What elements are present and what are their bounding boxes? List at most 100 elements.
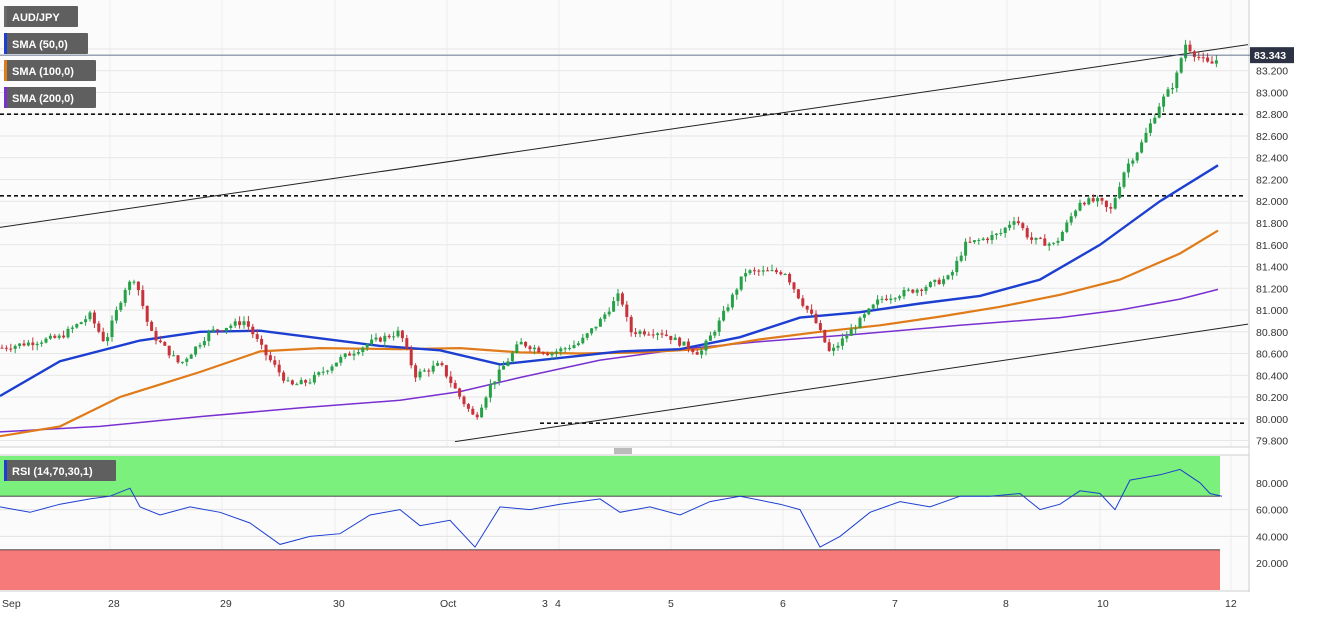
candle-body bbox=[31, 342, 35, 346]
candle-body bbox=[88, 312, 92, 320]
legend-box bbox=[4, 33, 88, 54]
legend-box bbox=[4, 60, 96, 81]
candle-body bbox=[986, 238, 990, 241]
last-price-badge bbox=[1250, 47, 1294, 64]
candle-body bbox=[629, 316, 633, 333]
candle-body bbox=[849, 329, 853, 336]
candle-body bbox=[1197, 56, 1201, 58]
candle-body bbox=[172, 355, 176, 357]
legend-label: SMA (200,0) bbox=[12, 93, 74, 105]
candle-body bbox=[1131, 160, 1135, 164]
candle-body bbox=[1109, 207, 1113, 209]
candle-body bbox=[70, 327, 74, 329]
price-tick-label: 80.000 bbox=[1256, 414, 1288, 426]
x-tick-label: 29 bbox=[220, 598, 232, 610]
candle-body bbox=[1140, 142, 1144, 153]
candle-body bbox=[251, 326, 255, 335]
candle-body bbox=[1166, 89, 1170, 97]
x-tick-label: 4 bbox=[555, 598, 561, 610]
candle-body bbox=[942, 279, 946, 285]
x-tick-label: 10 bbox=[1097, 598, 1109, 610]
candle-body bbox=[400, 330, 404, 339]
price-tick-label: 80.200 bbox=[1256, 392, 1288, 404]
candle-body bbox=[114, 310, 118, 321]
candle-body bbox=[994, 233, 998, 236]
price-tick-label: 79.800 bbox=[1256, 436, 1288, 448]
candle-body bbox=[1184, 44, 1188, 59]
candle-body bbox=[893, 298, 897, 300]
candle-body bbox=[502, 365, 506, 370]
candle-body bbox=[128, 281, 132, 290]
x-tick-label: Sep bbox=[2, 598, 21, 610]
candle-body bbox=[238, 321, 242, 326]
rsi-tick-label: 80.000 bbox=[1256, 478, 1288, 490]
candle-body bbox=[625, 304, 629, 317]
candle-body bbox=[453, 383, 457, 389]
candle-body bbox=[964, 241, 968, 256]
candle-body bbox=[708, 335, 712, 341]
candle-body bbox=[330, 366, 334, 371]
candle-body bbox=[911, 289, 915, 293]
candle-body bbox=[246, 321, 250, 327]
candle-body bbox=[818, 323, 822, 330]
candle-body bbox=[348, 353, 352, 356]
candle-body bbox=[682, 341, 686, 346]
candle-body bbox=[365, 344, 369, 348]
candle-body bbox=[902, 290, 906, 297]
candle-body bbox=[286, 380, 290, 382]
price-tick-label: 80.800 bbox=[1256, 327, 1288, 339]
candle-body bbox=[880, 298, 884, 300]
candle-body bbox=[735, 289, 739, 295]
candle-body bbox=[528, 346, 532, 350]
candle-body bbox=[906, 289, 910, 291]
candle-body bbox=[1056, 240, 1060, 243]
price-tick-label: 80.400 bbox=[1256, 370, 1288, 382]
candle-body bbox=[207, 331, 211, 342]
candle-body bbox=[678, 337, 682, 346]
candle-body bbox=[462, 396, 466, 405]
candle-body bbox=[44, 338, 48, 343]
candle-body bbox=[378, 337, 382, 342]
candle-body bbox=[136, 281, 140, 291]
price-tick-label: 82.400 bbox=[1256, 153, 1288, 165]
candle-body bbox=[862, 314, 866, 318]
candle-body bbox=[396, 330, 400, 337]
rsi-legend-box bbox=[4, 460, 116, 481]
candle-body bbox=[1188, 44, 1192, 52]
candle-body bbox=[431, 365, 435, 372]
candle-body bbox=[752, 270, 756, 272]
candle-body bbox=[1096, 198, 1100, 202]
candle-body bbox=[163, 342, 167, 346]
candle-body bbox=[616, 293, 620, 302]
candle-body bbox=[185, 358, 189, 362]
candle-body bbox=[739, 276, 743, 290]
price-tick-label: 83.200 bbox=[1256, 66, 1288, 78]
legend-color-swatch bbox=[4, 33, 7, 54]
candle-body bbox=[748, 270, 752, 274]
price-tick-label: 81.800 bbox=[1256, 218, 1288, 230]
candle-body bbox=[770, 270, 774, 272]
candle-body bbox=[180, 361, 184, 363]
candle-body bbox=[418, 371, 422, 378]
candle-body bbox=[585, 333, 589, 338]
candle-body bbox=[1148, 123, 1152, 133]
candle-body bbox=[554, 351, 558, 354]
price-tick-label: 81.000 bbox=[1256, 305, 1288, 317]
candle-body bbox=[1060, 231, 1064, 241]
candle-body bbox=[788, 273, 792, 283]
legend-color-swatch bbox=[4, 60, 7, 81]
rsi-oversold-zone bbox=[0, 549, 1220, 590]
candle-body bbox=[656, 333, 660, 336]
candle-body bbox=[48, 335, 52, 339]
x-tick-label: 28 bbox=[108, 598, 120, 610]
candle-body bbox=[1179, 58, 1183, 73]
candle-body bbox=[229, 325, 233, 328]
candle-body bbox=[1170, 87, 1174, 90]
candle-body bbox=[634, 332, 638, 334]
candle-body bbox=[761, 270, 765, 272]
price-tick-label: 82.200 bbox=[1256, 174, 1288, 186]
rsi-legend-swatch bbox=[4, 460, 7, 481]
candle-body bbox=[1065, 222, 1069, 232]
candle-body bbox=[106, 337, 110, 342]
candle-body bbox=[361, 347, 365, 353]
